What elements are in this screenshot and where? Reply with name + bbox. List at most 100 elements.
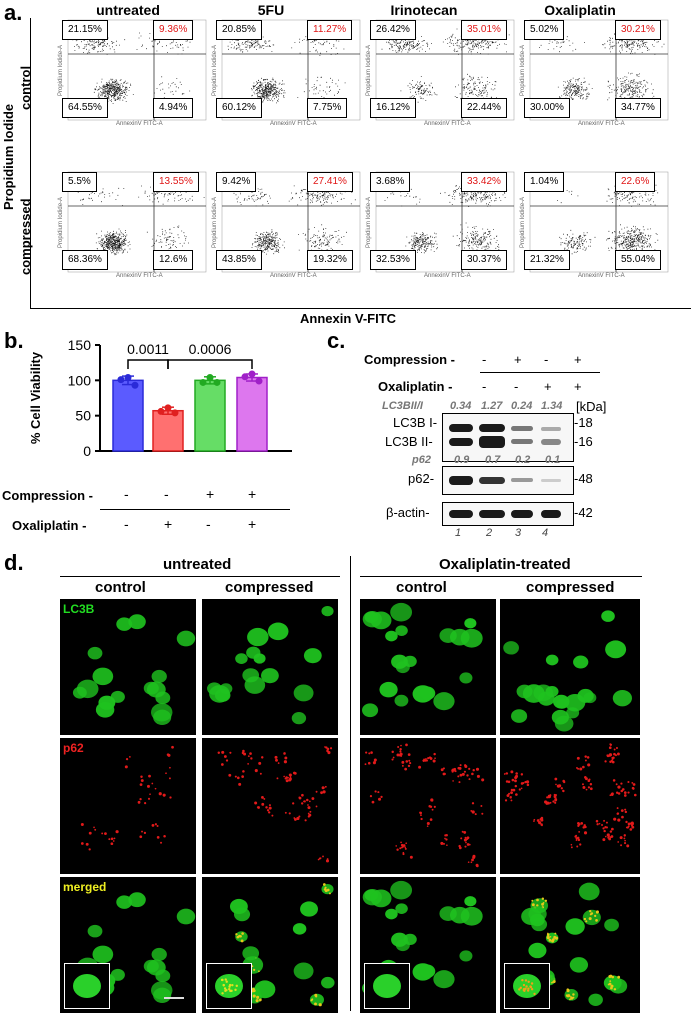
puncta <box>536 819 540 822</box>
puncta <box>420 814 422 817</box>
puncta <box>458 846 462 850</box>
puncta <box>623 794 627 797</box>
puncta <box>110 837 114 841</box>
puncta <box>481 778 485 782</box>
puncta <box>156 825 159 828</box>
puncta <box>405 842 408 845</box>
lc3b-blot <box>442 413 574 462</box>
puncta <box>392 756 395 759</box>
d-group-underline-untreated <box>60 576 340 577</box>
puncta <box>284 811 287 814</box>
puncta <box>617 752 620 756</box>
inset-zoom <box>364 963 410 1009</box>
puncta <box>595 919 598 922</box>
puncta <box>633 793 637 797</box>
cell <box>403 655 417 668</box>
puncta <box>256 995 260 999</box>
cell <box>394 694 409 707</box>
cell <box>92 667 114 686</box>
panel-a-axis-frame <box>30 18 691 309</box>
puncta <box>570 996 572 998</box>
puncta <box>608 754 611 757</box>
puncta <box>404 846 407 849</box>
puncta <box>510 799 513 802</box>
facs-quadrant-value: 26.42% <box>370 20 416 40</box>
d-col-title-4: compressed <box>526 579 615 596</box>
puncta <box>378 798 381 801</box>
cell <box>92 945 114 964</box>
facs-quadrant-value: 4.94% <box>153 98 194 118</box>
puncta <box>325 859 330 863</box>
puncta <box>463 831 467 834</box>
puncta <box>463 838 467 842</box>
puncta <box>589 787 593 791</box>
lc3b2-band-1 <box>449 438 473 446</box>
puncta <box>400 744 402 747</box>
puncta <box>283 775 285 778</box>
puncta <box>457 766 461 770</box>
b-compression-sign: + <box>206 486 215 502</box>
puncta <box>584 759 587 762</box>
cell <box>293 684 314 702</box>
puncta <box>623 837 626 840</box>
puncta <box>587 779 591 783</box>
puncta <box>472 769 475 772</box>
cell <box>219 683 233 695</box>
puncta <box>238 782 242 786</box>
puncta <box>631 782 634 784</box>
puncta <box>515 772 518 775</box>
microscopy-image <box>360 738 496 874</box>
facs-quadrant-value: 35.01% <box>461 20 507 40</box>
data-point <box>248 370 256 378</box>
puncta <box>605 821 608 824</box>
c-lc3-ratio: 0.34 <box>450 400 472 412</box>
puncta <box>315 805 318 808</box>
facs-quadrant-value: 5.02% <box>524 20 565 40</box>
inset-cell <box>73 974 101 998</box>
puncta <box>629 828 633 831</box>
puncta <box>572 996 575 999</box>
puncta <box>309 800 311 803</box>
b-oxaliplatin-sign: + <box>164 516 173 532</box>
puncta <box>612 779 616 782</box>
facs-quadrant-value: 5.5% <box>62 172 97 192</box>
puncta <box>562 789 565 793</box>
cell <box>419 964 436 979</box>
puncta <box>377 791 380 794</box>
facs-mini-xlabel: AnnexinV FITC-A <box>578 273 625 279</box>
puncta <box>391 758 394 761</box>
puncta <box>472 855 476 859</box>
bar <box>112 379 144 452</box>
microscopy-image: LC3B <box>60 599 196 735</box>
puncta <box>311 998 314 1001</box>
b-oxaliplatin-label: Oxaliplatin - <box>12 518 87 533</box>
puncta <box>364 763 367 766</box>
puncta <box>292 802 295 805</box>
puncta <box>277 762 280 764</box>
actin-band-3 <box>511 510 533 518</box>
puncta <box>370 751 373 754</box>
puncta <box>616 812 620 815</box>
puncta <box>546 933 550 937</box>
puncta <box>409 855 413 859</box>
cell <box>151 981 173 1000</box>
facs-quadrant-value: 22.44% <box>461 98 507 118</box>
puncta <box>544 899 548 902</box>
puncta <box>464 764 468 768</box>
puncta <box>405 743 408 747</box>
puncta <box>431 808 434 811</box>
cell <box>291 712 307 725</box>
d-group-oxaliplatin: Oxaliplatin-treated <box>439 556 571 573</box>
c-oxaliplatin-label: Oxaliplatin - <box>378 379 453 394</box>
puncta <box>408 759 411 762</box>
c-p62-ratio: 0.7 <box>485 454 501 466</box>
puncta <box>466 836 470 840</box>
panel-a-y-axis-label: Propidium Iodide <box>1 103 16 210</box>
puncta <box>374 790 377 793</box>
puncta <box>440 768 444 772</box>
facs-quadrant-value: 43.85% <box>216 250 262 270</box>
puncta <box>632 787 635 790</box>
lc3b2-kda: -16 <box>574 434 593 449</box>
puncta <box>401 764 404 767</box>
puncta <box>271 814 274 817</box>
